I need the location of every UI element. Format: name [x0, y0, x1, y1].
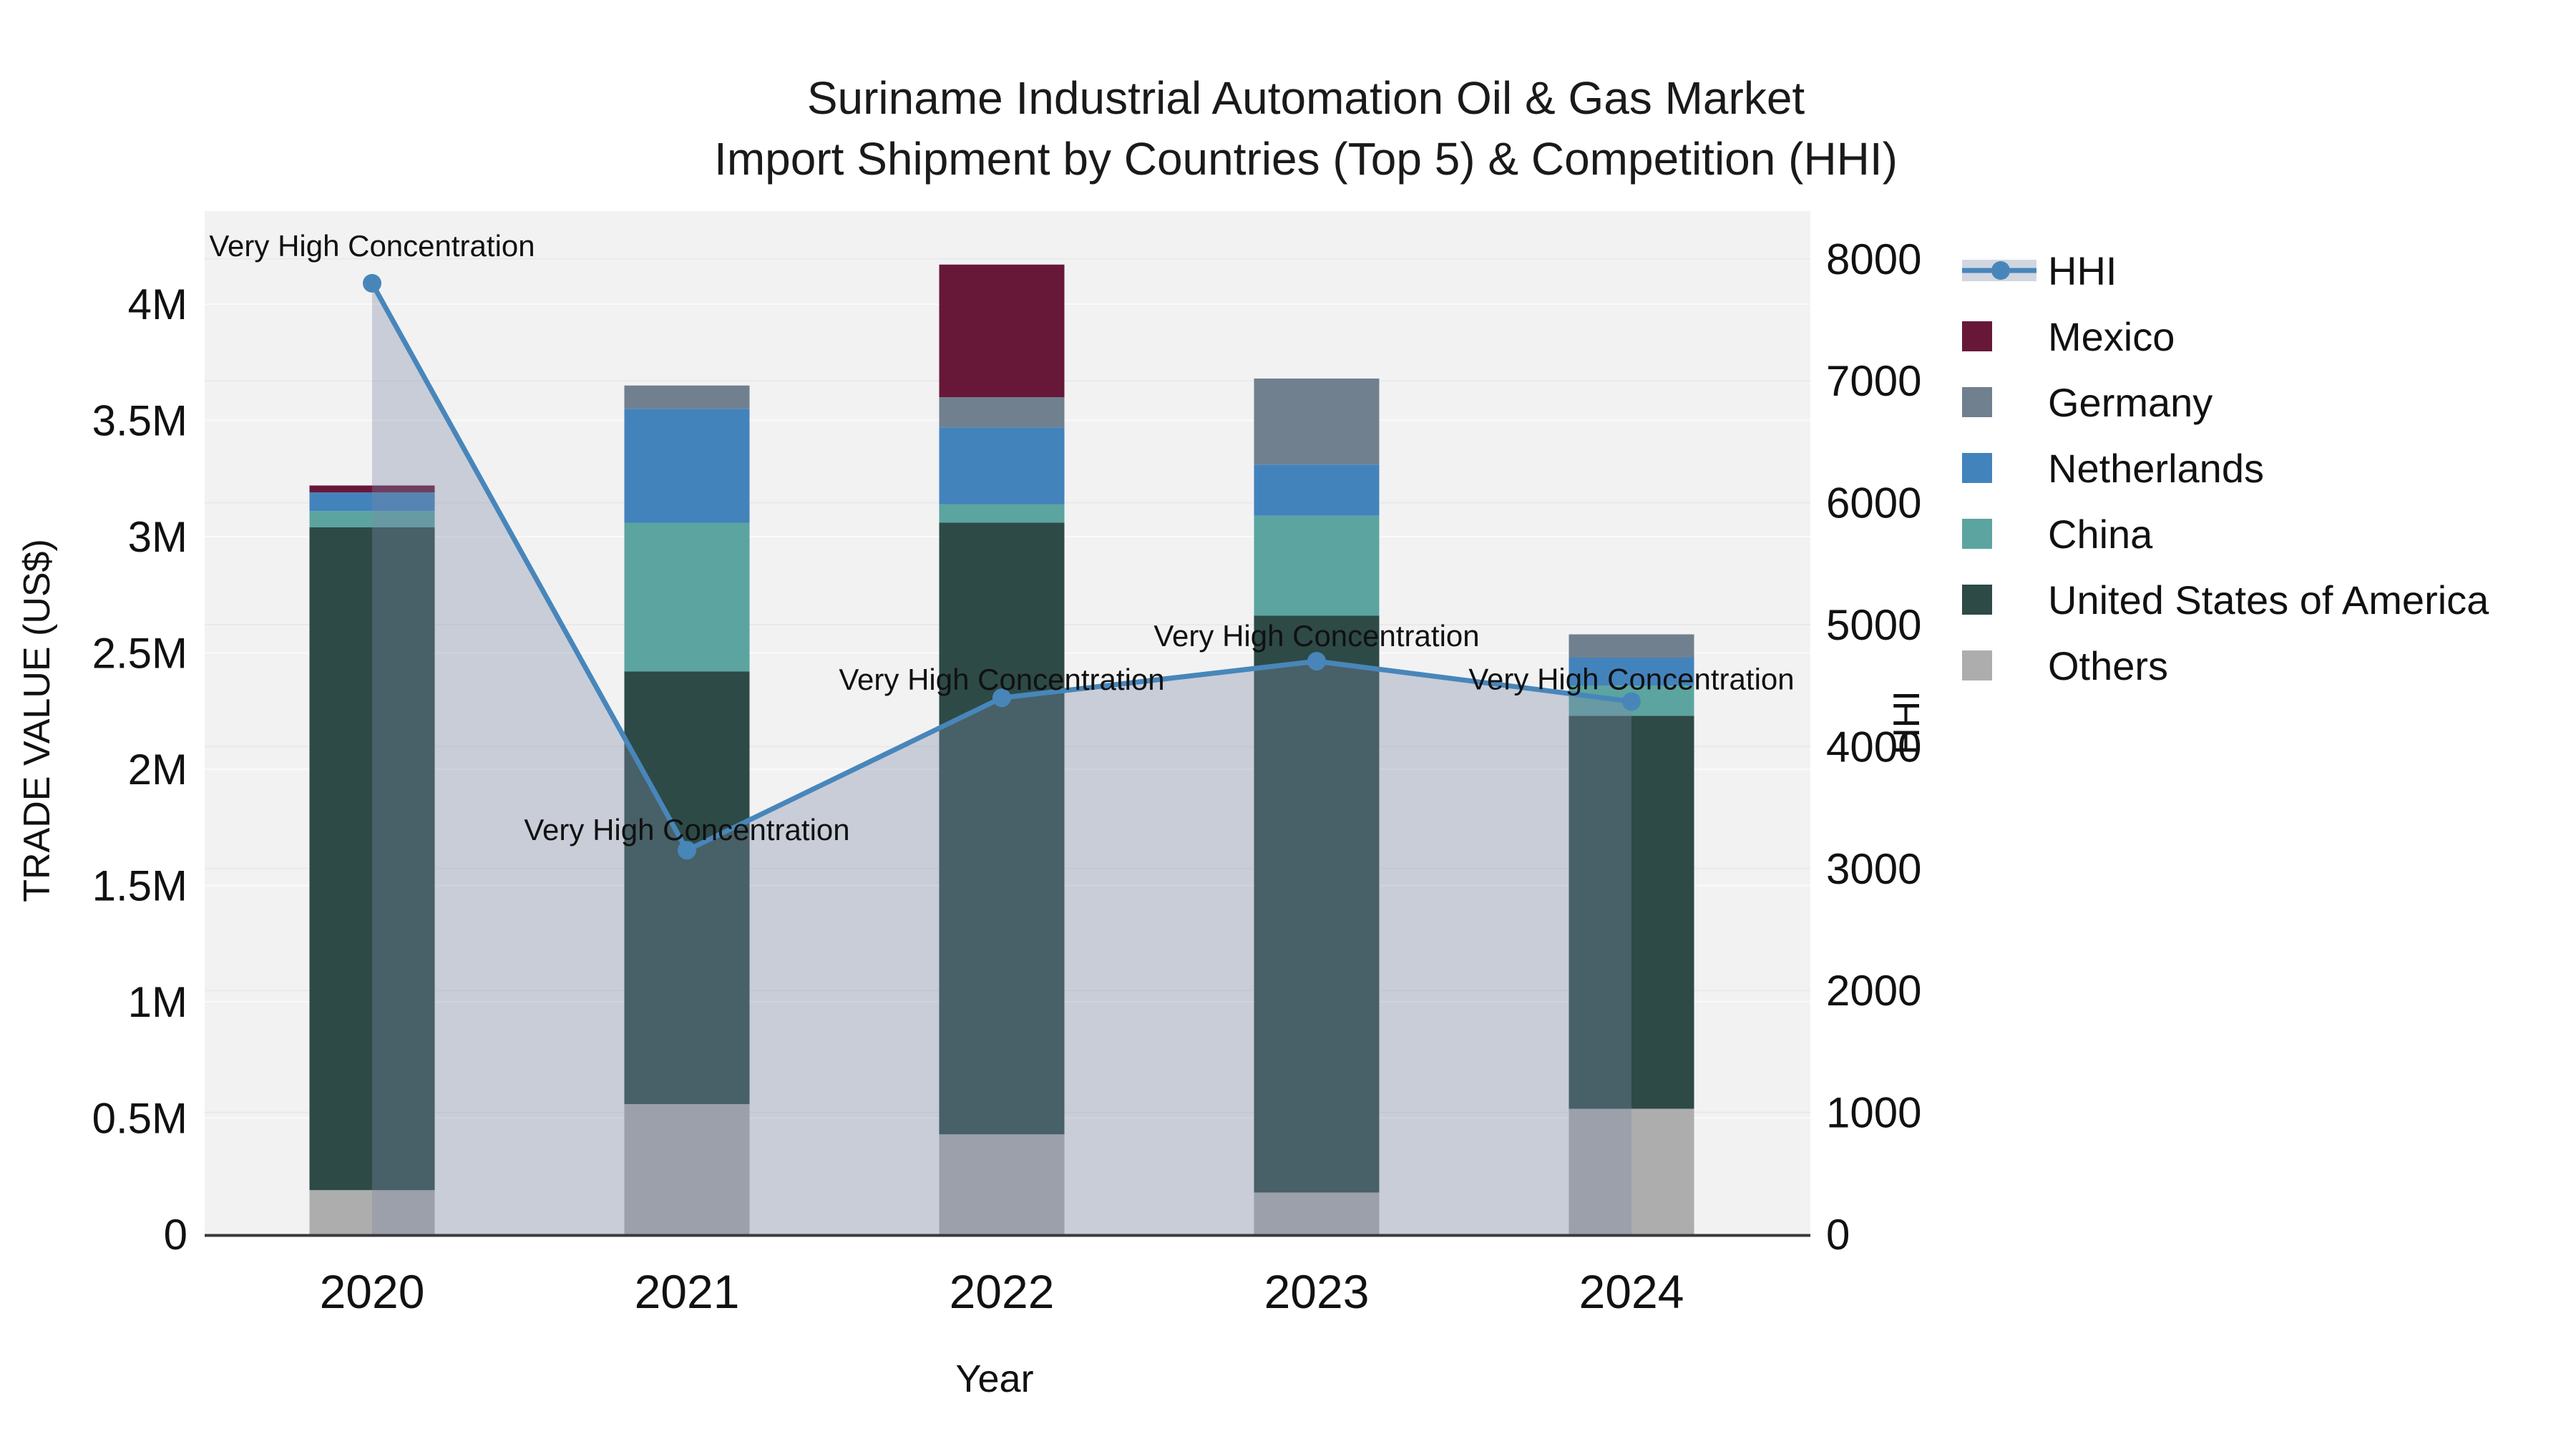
bar-segment-mexico-2022[interactable]: [939, 264, 1065, 397]
y-right-axis-title: HHI: [1886, 691, 1928, 755]
legend-square-swatch-icon: [1962, 567, 2039, 633]
y-left-tick-label-1.5M: 1.5M: [92, 862, 187, 910]
x-tick-label-2024: 2024: [1579, 1265, 1684, 1318]
legend: HHI Mexico Germany Netherlands China United S…: [1962, 238, 2489, 698]
bar-segment-others-2024[interactable]: [1568, 1108, 1694, 1235]
y-right-tick-label-5000: 5000: [1826, 601, 1921, 649]
hhi-marker-2023[interactable]: [1307, 652, 1326, 671]
legend-label: Netherlands: [2048, 445, 2264, 491]
hhi-marker-2024[interactable]: [1622, 692, 1641, 711]
bar-segment-china-2021[interactable]: [624, 522, 750, 672]
bar-segment-germany-2023[interactable]: [1254, 379, 1380, 465]
legend-label: China: [2048, 511, 2153, 557]
bar-segment-netherlands-2021[interactable]: [624, 409, 750, 523]
legend-square-swatch-icon: [1962, 501, 2039, 567]
bar-segment-china-2023[interactable]: [1254, 515, 1380, 616]
y-right-tick-label-6000: 6000: [1826, 479, 1921, 527]
bar-segment-united-states-of-america-2020[interactable]: [309, 527, 435, 1191]
y-left-tick-label-0: 0: [164, 1211, 187, 1259]
legend-item-germany[interactable]: Germany: [1962, 369, 2489, 435]
legend-square-swatch-icon: [1962, 435, 2039, 501]
y-left-tick-label-1M: 1M: [128, 978, 187, 1026]
x-tick-label-2020: 2020: [320, 1265, 425, 1318]
y-right-tick-label-8000: 8000: [1826, 235, 1921, 283]
annotation-2021: Very High Concentration: [524, 813, 849, 847]
color-swatch-icon: [1962, 650, 1992, 680]
chart-title-line1: Suriname Industrial Automation Oil & Gas…: [806, 72, 1805, 124]
bar-segment-netherlands-2023[interactable]: [1254, 464, 1380, 516]
y-right-tick-label-2000: 2000: [1826, 967, 1921, 1015]
y-left-tick-label-0.5M: 0.5M: [92, 1095, 187, 1143]
hhi-marker-2020[interactable]: [363, 273, 381, 293]
legend-label: Mexico: [2048, 313, 2175, 359]
x-tick-label-2021: 2021: [635, 1265, 740, 1318]
bar-segment-germany-2022[interactable]: [939, 397, 1065, 428]
bar-segment-others-2022[interactable]: [939, 1134, 1065, 1234]
annotation-2023: Very High Concentration: [1153, 619, 1479, 653]
legend-item-hhi[interactable]: HHI: [1962, 238, 2489, 303]
y-right-tick-label-3000: 3000: [1826, 845, 1921, 893]
bar-segment-germany-2024[interactable]: [1568, 634, 1694, 658]
y-right-tick-label-1000: 1000: [1826, 1089, 1921, 1137]
hhi-marker-swatch-icon: [1991, 261, 2010, 280]
bar-segment-mexico-2020[interactable]: [309, 485, 435, 493]
y-right-tick-label-0: 0: [1826, 1211, 1850, 1259]
bar-segment-netherlands-2024[interactable]: [1568, 658, 1694, 686]
bar-segment-united-states-of-america-2024[interactable]: [1568, 716, 1694, 1109]
legend-label: HHI: [2048, 248, 2117, 293]
y-left-axis-title: TRADE VALUE (US$): [16, 539, 58, 902]
legend-square-swatch-icon: [1962, 633, 2039, 698]
annotation-2020: Very High Concentration: [209, 229, 535, 263]
color-swatch-icon: [1962, 453, 1992, 483]
legend-line-swatch-icon: [1962, 238, 2039, 303]
bar-segment-united-states-of-america-2023[interactable]: [1254, 615, 1380, 1193]
hhi-area-fill: [372, 283, 1631, 1235]
bar-segment-united-states-of-america-2022[interactable]: [939, 522, 1065, 1135]
annotation-2022: Very High Concentration: [839, 663, 1164, 696]
hhi-marker-2022[interactable]: [992, 688, 1011, 708]
legend-item-united-states-of-america[interactable]: United States of America: [1962, 567, 2489, 633]
x-axis-title: Year: [955, 1357, 1034, 1400]
y-left-tick-label-4M: 4M: [128, 280, 187, 328]
bar-segment-others-2020[interactable]: [309, 1190, 435, 1234]
bar-segment-netherlands-2020[interactable]: [309, 492, 435, 512]
y-left-tick-label-3M: 3M: [128, 513, 187, 561]
bar-segment-china-2022[interactable]: [939, 504, 1065, 523]
color-swatch-icon: [1962, 387, 1992, 417]
bar-segment-united-states-of-america-2021[interactable]: [624, 671, 750, 1105]
color-swatch-icon: [1962, 585, 1992, 615]
legend-label: United States of America: [2048, 577, 2489, 623]
chart-title: Suriname Industrial Automation Oil & Gas…: [644, 68, 1968, 190]
bar-segment-netherlands-2022[interactable]: [939, 427, 1065, 504]
legend-square-swatch-icon: [1962, 369, 2039, 435]
y-left-tick-label-3.5M: 3.5M: [92, 397, 187, 445]
chart-title-line2: Import Shipment by Countries (Top 5) & C…: [714, 133, 1898, 185]
bar-segment-germany-2021[interactable]: [624, 385, 750, 409]
legend-label: Others: [2048, 643, 2169, 688]
x-tick-label-2023: 2023: [1264, 1265, 1370, 1318]
color-swatch-icon: [1962, 321, 1992, 351]
legend-label: Germany: [2048, 379, 2213, 425]
x-tick-label-2022: 2022: [950, 1265, 1055, 1318]
bar-segment-china-2020[interactable]: [309, 511, 435, 527]
bar-segment-others-2023[interactable]: [1254, 1192, 1380, 1235]
y-right-tick-label-7000: 7000: [1826, 357, 1921, 405]
legend-item-netherlands[interactable]: Netherlands: [1962, 435, 2489, 501]
annotation-2024: Very High Concentration: [1468, 662, 1794, 696]
y-left-tick-label-2M: 2M: [128, 746, 187, 794]
color-swatch-icon: [1962, 519, 1992, 549]
hhi-marker-2021[interactable]: [678, 841, 696, 860]
legend-item-china[interactable]: China: [1962, 501, 2489, 567]
bar-segment-others-2021[interactable]: [624, 1104, 750, 1234]
y-right-tick-label-4000: 4000: [1826, 723, 1921, 771]
legend-item-others[interactable]: Others: [1962, 633, 2489, 698]
y-left-tick-label-2.5M: 2.5M: [92, 630, 187, 678]
legend-item-mexico[interactable]: Mexico: [1962, 303, 2489, 369]
legend-square-swatch-icon: [1962, 303, 2039, 369]
